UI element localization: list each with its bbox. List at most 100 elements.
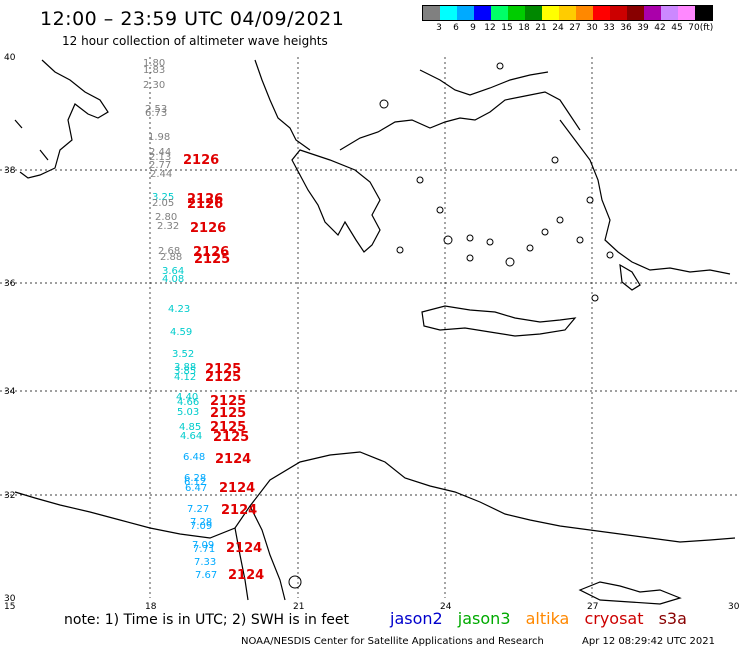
swh-reading: 2.13 [149, 152, 171, 163]
coastline-balkans [254, 59, 311, 151]
swh-reading: 2.05 [152, 198, 174, 209]
swh-reading: 7.09 [192, 540, 214, 551]
swh-reading: 4.59 [170, 327, 192, 338]
legend-label: 24 [552, 23, 564, 33]
graticule [0, 57, 740, 598]
coastline-rhodes [619, 263, 641, 291]
legend-labels: 3 6 9 12 15 18 21 24 27 30 33 36 39 42 45 70 (ft) [422, 21, 713, 35]
swh-reading: 2.88 [160, 252, 182, 263]
map-frame [1, 56, 740, 599]
swh-reading: 2.32 [157, 221, 179, 232]
footer-timestamp: Apr 12 08:29:42 UTC 2021 [582, 636, 715, 647]
legend-swatch [423, 6, 440, 20]
sat-s3a: s3a [658, 609, 687, 628]
legend-label: 36 [620, 23, 632, 33]
swh-reading: 1.83 [143, 65, 165, 76]
sat-jason3: jason3 [457, 609, 511, 628]
islands [288, 62, 614, 589]
legend-label: 12 [484, 23, 496, 33]
swh-reading: 2.68 [158, 246, 180, 257]
legend-swatch [440, 6, 457, 20]
coastline-libya [14, 451, 736, 543]
pass-time-label: 2126 [187, 192, 223, 207]
pass-time-label: 2124 [219, 481, 255, 496]
longitude-label: 24 [440, 602, 452, 612]
pass-time-label: 2126 [187, 197, 223, 212]
swh-reading: 7.09 [190, 521, 212, 532]
legend-swatch [559, 6, 576, 20]
pass-time-label: 2124 [226, 541, 262, 556]
coastline-italy [14, 59, 109, 179]
legend-label: 21 [535, 23, 547, 33]
latitude-label: 34 [4, 387, 16, 397]
pass-time-label: 2125 [213, 430, 249, 445]
latitude-label: 38 [4, 166, 16, 176]
legend-swatch [474, 6, 491, 20]
longitude-label: 15 [4, 602, 15, 612]
swh-reading: 7.28 [190, 517, 212, 528]
swh-reading: 6.48 [183, 452, 205, 463]
coastline-sirte [234, 527, 249, 601]
longitude-label: 27 [587, 602, 598, 612]
legend-label: 18 [518, 23, 530, 33]
swh-reading: 3.88 [174, 362, 196, 373]
legend-swatch [457, 6, 474, 20]
swh-reading: 2.44 [150, 169, 172, 180]
swh-reading: 2.80 [155, 212, 177, 223]
swh-reading: 4.64 [180, 431, 202, 442]
pass-time-label: 2125 [194, 252, 230, 267]
coastlines [14, 59, 736, 605]
latitude-label: 32 [4, 491, 15, 501]
swh-reading: 7.71 [193, 544, 215, 555]
swh-reading: 1.98 [148, 132, 170, 143]
coastline-cyrenaica-west [249, 505, 286, 601]
swh-reading: 4.40 [176, 392, 198, 403]
swh-reading: 3.64 [162, 266, 184, 277]
footer-credit: NOAA/NESDIS Center for Satellite Applica… [241, 636, 544, 647]
legend-label: 6 [453, 23, 459, 33]
legend-label: 70 [688, 23, 700, 33]
legend-label: 33 [603, 23, 615, 33]
legend-label: (ft) [699, 23, 714, 33]
pass-time-label: 2126 [183, 153, 219, 168]
coastline-crete [421, 305, 577, 337]
legend-label: 30 [586, 23, 598, 33]
swh-reading: 5.03 [177, 407, 199, 418]
coastline-turkey [559, 119, 731, 275]
swh-reading: 4.23 [168, 304, 190, 315]
swh-reading: 6.12 [184, 477, 206, 488]
legend-label: 15 [501, 23, 513, 33]
swh-reading: 4.12 [174, 372, 196, 383]
pass-time-label: 2126 [190, 221, 226, 236]
longitude-label: 30 [728, 602, 740, 612]
swh-reading: 4.66 [177, 397, 199, 408]
legend-swatch [491, 6, 508, 20]
swh-reading: 3.52 [172, 349, 194, 360]
sat-cryosat: cryosat [584, 609, 644, 628]
pass-time-label: 2125 [205, 370, 241, 385]
coastline-north-aegean [419, 69, 549, 96]
swh-reading: 1.80 [143, 58, 165, 69]
legend-swatch [508, 6, 525, 20]
swh-reading: 6.47 [185, 483, 207, 494]
legend-swatches [422, 5, 713, 21]
swh-reading: 2.30 [143, 80, 165, 91]
pass-time-layer: 2126212621262126212621252125212521252125… [183, 153, 264, 583]
swh-reading: 2.53 [145, 104, 167, 115]
coastline-greece [291, 149, 381, 253]
swh-reading: 7.33 [194, 557, 216, 568]
map-title: 12:00 – 23:59 UTC 04/09/2021 [40, 8, 345, 30]
legend-swatch [661, 6, 678, 20]
legend-swatch [610, 6, 627, 20]
pass-time-label: 2124 [228, 568, 264, 583]
swh-reading: 2.77 [149, 160, 171, 171]
latitude-label: 36 [4, 279, 16, 289]
swh-reading: 4.85 [179, 422, 201, 433]
legend-swatch [593, 6, 610, 20]
legend-swatch [695, 6, 712, 20]
pass-time-label: 2125 [205, 362, 241, 377]
sat-altika: altika [525, 609, 570, 628]
color-legend: 3 6 9 12 15 18 21 24 27 30 33 36 39 42 45 70 (ft) [422, 5, 713, 35]
